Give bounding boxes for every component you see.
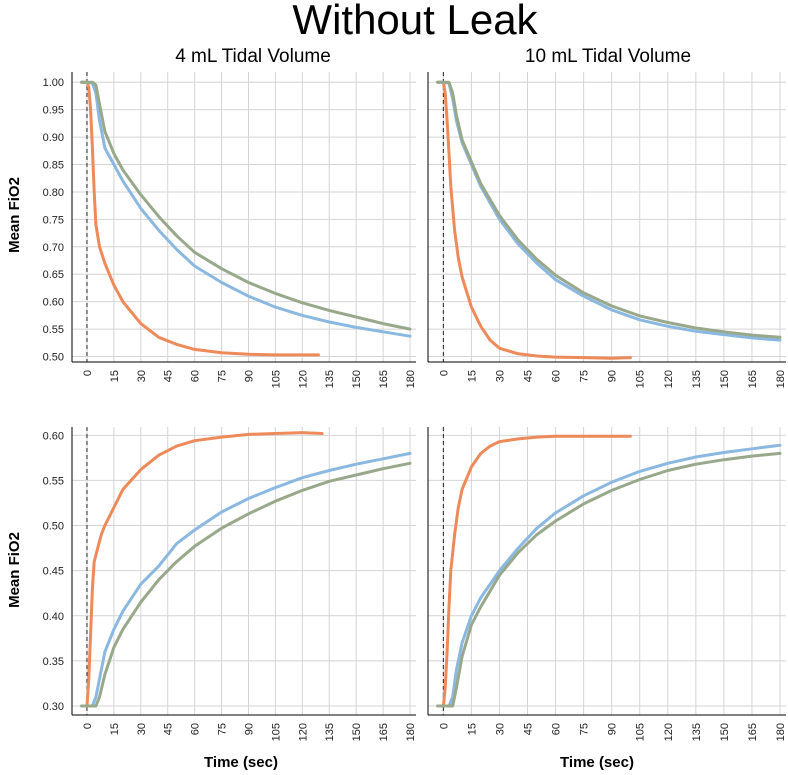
- y-tick-label: 0.55: [43, 324, 64, 336]
- series-line-blue: [80, 451, 412, 708]
- y-tick-label: 0.90: [43, 132, 64, 144]
- x-tick-label: 90: [607, 723, 619, 735]
- panel-bottom-right: 0 15 30 45 60 75 90 105 120 135 150 165 180: [427, 427, 787, 741]
- x-tick-label: 105: [270, 723, 282, 741]
- y-tick-label: 0.35: [43, 656, 64, 668]
- series-line-blue: [436, 443, 782, 708]
- series-line-green: [80, 461, 412, 708]
- column-title-left: 4 mL Tidal Volume: [175, 46, 331, 67]
- x-tick-label: 15: [109, 370, 121, 382]
- x-tick-label: 45: [523, 370, 535, 382]
- x-tick-label: 0: [82, 723, 94, 729]
- x-tick-label: 45: [163, 370, 175, 382]
- x-tick-label: 60: [551, 723, 563, 735]
- y-axis-label-bottom: Mean FiO2: [6, 532, 23, 608]
- x-tick-label: 180: [775, 723, 787, 741]
- series-line-orange: [436, 80, 632, 360]
- y-tick-label: 0.50: [43, 521, 64, 533]
- x-tick-label: 135: [691, 370, 703, 388]
- panel-bottom-left: 0 15 30 45 60 75 90 105 120 135 150 165 180 0.30 0.35 0…: [43, 427, 417, 741]
- x-tick-label: 90: [243, 370, 255, 382]
- x-tick-label: 165: [747, 370, 759, 388]
- y-tick-label: 0.40: [43, 611, 64, 623]
- x-tick-label: 30: [136, 723, 148, 735]
- y-tick-label: 1.00: [43, 77, 64, 89]
- column-title-right: 10 mL Tidal Volume: [525, 46, 691, 67]
- x-tick-label: 15: [466, 370, 478, 382]
- x-tick-label: 15: [109, 723, 121, 735]
- x-tick-label: 75: [579, 370, 591, 382]
- x-tick-label: 120: [297, 723, 309, 741]
- y-tick-label: 0.70: [43, 242, 64, 254]
- x-tick-label: 30: [494, 723, 506, 735]
- series-line-orange: [80, 80, 320, 357]
- panel-top-left: 0 15 30 45 60 75 90 105 120 135 150 165 180 0.50 0.55 0…: [43, 72, 417, 388]
- chart-panels: 0 15 30 45 60 75 90 105 120 135 150 165 1800.500.550…: [43, 72, 787, 741]
- x-tick-label: 150: [719, 370, 731, 388]
- x-tick-label: 0: [438, 723, 450, 729]
- x-tick-label: 150: [351, 370, 363, 388]
- x-tick-label: 60: [551, 370, 563, 382]
- x-tick-label: 15: [466, 723, 478, 735]
- x-tick-label: 135: [691, 723, 703, 741]
- x-tick-label: 75: [217, 723, 229, 735]
- x-tick-label: 120: [663, 370, 675, 388]
- x-tick-label: 90: [607, 370, 619, 382]
- figure-title: Without Leak: [292, 0, 538, 43]
- y-tick-label: 0.30: [43, 701, 64, 713]
- y-tick-label: 0.65: [43, 269, 64, 281]
- y-tick-label: 0.60: [43, 297, 64, 309]
- y-tick-label: 0.45: [43, 566, 64, 578]
- series-line-green: [436, 80, 782, 339]
- x-tick-label: 30: [494, 370, 506, 382]
- x-tick-label: 60: [190, 370, 202, 382]
- x-tick-label: 180: [405, 370, 417, 388]
- x-tick-label: 180: [405, 723, 417, 741]
- x-tick-label: 165: [747, 723, 759, 741]
- panel-top-right: 0 15 30 45 60 75 90 105 120 135 150 165 180: [427, 72, 787, 388]
- x-tick-label: 0: [82, 370, 94, 376]
- y-axis-label-top: Mean FiO2: [6, 177, 23, 253]
- y-tick-label: 0.50: [43, 352, 64, 364]
- x-tick-label: 120: [297, 370, 309, 388]
- x-tick-label: 105: [635, 723, 647, 741]
- series-line-green: [436, 451, 782, 708]
- x-axis-label-left: Time (sec): [204, 754, 278, 771]
- x-tick-label: 120: [663, 723, 675, 741]
- x-tick-label: 60: [190, 723, 202, 735]
- series-line-green: [80, 80, 412, 331]
- x-tick-label: 45: [523, 723, 535, 735]
- x-tick-label: 135: [324, 370, 336, 388]
- x-tick-label: 0: [438, 370, 450, 376]
- x-tick-label: 135: [324, 723, 336, 741]
- x-tick-label: 150: [351, 723, 363, 741]
- y-tick-label: 0.85: [43, 160, 64, 172]
- y-tick-label: 0.80: [43, 187, 64, 199]
- series-line-orange: [80, 431, 324, 708]
- x-tick-label: 105: [635, 370, 647, 388]
- x-tick-label: 165: [378, 370, 390, 388]
- x-tick-label: 90: [243, 723, 255, 735]
- x-tick-label: 105: [270, 370, 282, 388]
- y-tick-label: 0.55: [43, 475, 64, 487]
- x-tick-label: 150: [719, 723, 731, 741]
- series-line-blue: [80, 80, 412, 338]
- y-tick-label: 0.60: [43, 430, 64, 442]
- y-tick-label: 0.95: [43, 105, 64, 117]
- x-tick-label: 180: [775, 370, 787, 388]
- x-tick-label: 75: [579, 723, 591, 735]
- x-tick-label: 75: [217, 370, 229, 382]
- series-line-orange: [436, 434, 632, 708]
- y-tick-label: 0.75: [43, 214, 64, 226]
- x-tick-label: 165: [378, 723, 390, 741]
- x-tick-label: 30: [136, 370, 148, 382]
- x-tick-label: 45: [163, 723, 175, 735]
- x-axis-label-right: Time (sec): [560, 754, 634, 771]
